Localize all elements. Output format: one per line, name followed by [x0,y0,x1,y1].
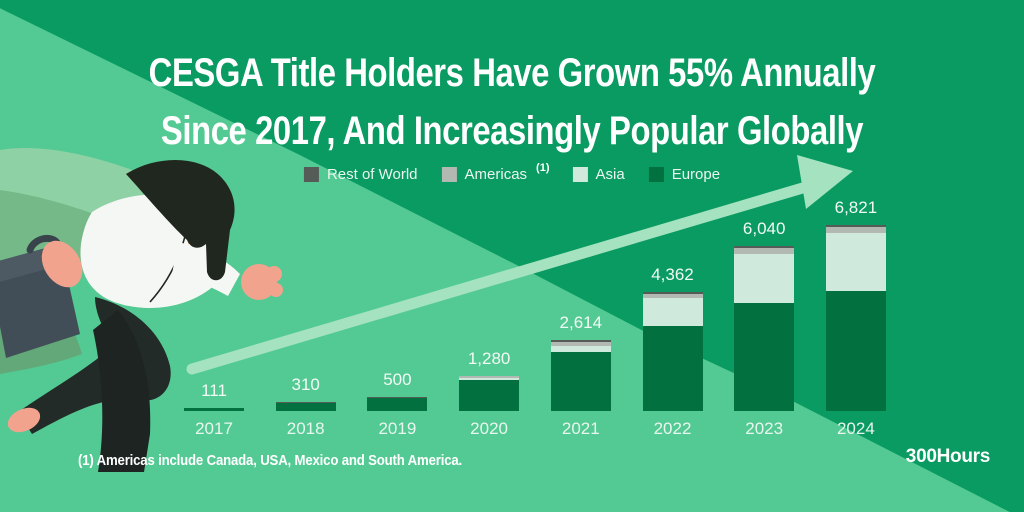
bar-segment-rest_of_world [459,375,520,377]
legend-footnote-marker: (1) [536,161,550,174]
bar-segment-asia [459,378,520,380]
value-label-2022: 4,362 [651,265,694,285]
bar-segment-americas [825,226,886,233]
value-label-2017: 111 [201,380,227,400]
brand-logo: 300Hours [905,446,991,467]
title-line-2: Since 2017, And Increasingly Popular Glo… [160,109,864,153]
year-label-2020: 2020 [470,419,508,438]
bar-segment-asia [642,298,703,326]
legend-item-americas: Americas (1) [441,162,550,183]
legend-item-rest_of_world: Rest of World [303,166,418,183]
bar-segment-rest_of_world [275,402,336,403]
value-label-2023: 6,040 [742,219,786,239]
bar-2021 [550,339,611,411]
bar-2023 [734,246,795,411]
bar-2017 [184,407,244,411]
year-label-2023: 2023 [745,419,784,438]
bar-segment-americas [550,341,611,346]
year-label-2018: 2018 [286,419,325,438]
bar-segment-americas [734,247,795,254]
year-label-2024: 2024 [836,419,875,438]
year-label-2019: 2019 [378,419,417,438]
legend-item-europe: Europe [648,166,721,183]
bar-2020 [459,375,520,411]
value-label-2024: 6,821 [834,198,878,217]
bar-2018 [275,402,336,411]
bar-segment-rest_of_world [734,246,795,248]
legend-label: Americas [464,166,528,183]
legend-label: Europe [671,166,721,183]
legend-label: Rest of World [326,166,418,183]
bar-segment-rest_of_world [642,292,703,295]
bar-segment-europe [275,402,336,411]
bar-segment-americas [367,397,428,399]
chart-legend: Rest of World Americas (1) Asia Europe [303,162,721,183]
legend-swatch-rest_of_world-icon [303,167,319,182]
year-label-2021: 2021 [561,419,600,438]
bar-2024 [825,225,886,411]
year-label-2017: 2017 [195,419,233,438]
legend-swatch-asia-icon [572,167,588,182]
bar-2019 [367,396,428,411]
bar-segment-europe [550,352,611,411]
legend-item-asia: Asia [572,166,625,183]
bar-2022 [642,292,703,411]
title-line-1: CESGA Title Holders Have Grown 55% Annua… [148,51,876,95]
bar-segment-europe [459,379,520,411]
legend-swatch-americas-icon [441,167,457,182]
bar-segment-asia [734,253,795,304]
value-label-2021: 2,614 [559,312,603,332]
bar-segment-rest_of_world [550,339,611,342]
year-label-2022: 2022 [653,419,692,438]
bar-segment-europe [734,303,795,411]
value-label-2018: 310 [291,375,320,395]
page-title: CESGA Title Holders Have Grown 55% Annua… [0,44,1024,160]
bar-segment-rest_of_world [367,396,428,398]
bar-segment-americas [642,294,703,299]
bar-segment-asia [825,232,886,292]
bar-segment-europe [825,291,886,411]
bar-segment-americas [459,376,520,379]
legend-swatch-europe-icon [648,167,664,182]
footnote: (1) Americas include Canada, USA, Mexico… [78,452,463,469]
value-label-2020: 1,280 [467,348,511,368]
bar-segment-europe [367,398,428,411]
bar-segment-asia [550,345,611,353]
bar-segment-europe [184,407,244,411]
bar-segment-europe [642,325,703,411]
bar-segment-rest_of_world [825,225,886,227]
legend-label: Asia [595,166,625,183]
value-label-2019: 500 [383,369,412,389]
